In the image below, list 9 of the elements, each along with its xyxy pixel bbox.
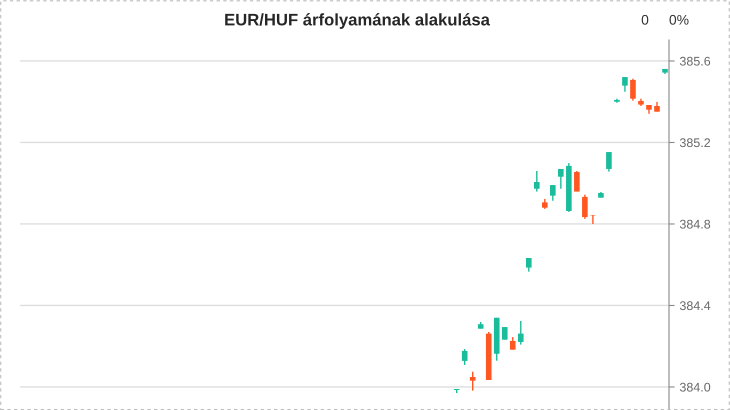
text: 0% bbox=[670, 14, 689, 25]
y-tick-label: 384.8 bbox=[680, 220, 710, 229]
y-tick-label: 384.4 bbox=[680, 301, 710, 310]
y-tick-label: 384.0 bbox=[680, 382, 710, 392]
y-tick-label: 385.2 bbox=[680, 138, 710, 148]
chart-title: EUR/HUF árfolyamának alakulása bbox=[225, 13, 490, 29]
y-tick-label: 385.6 bbox=[680, 56, 710, 66]
text: 0 bbox=[642, 14, 648, 25]
candlestick bbox=[502, 326, 508, 340]
